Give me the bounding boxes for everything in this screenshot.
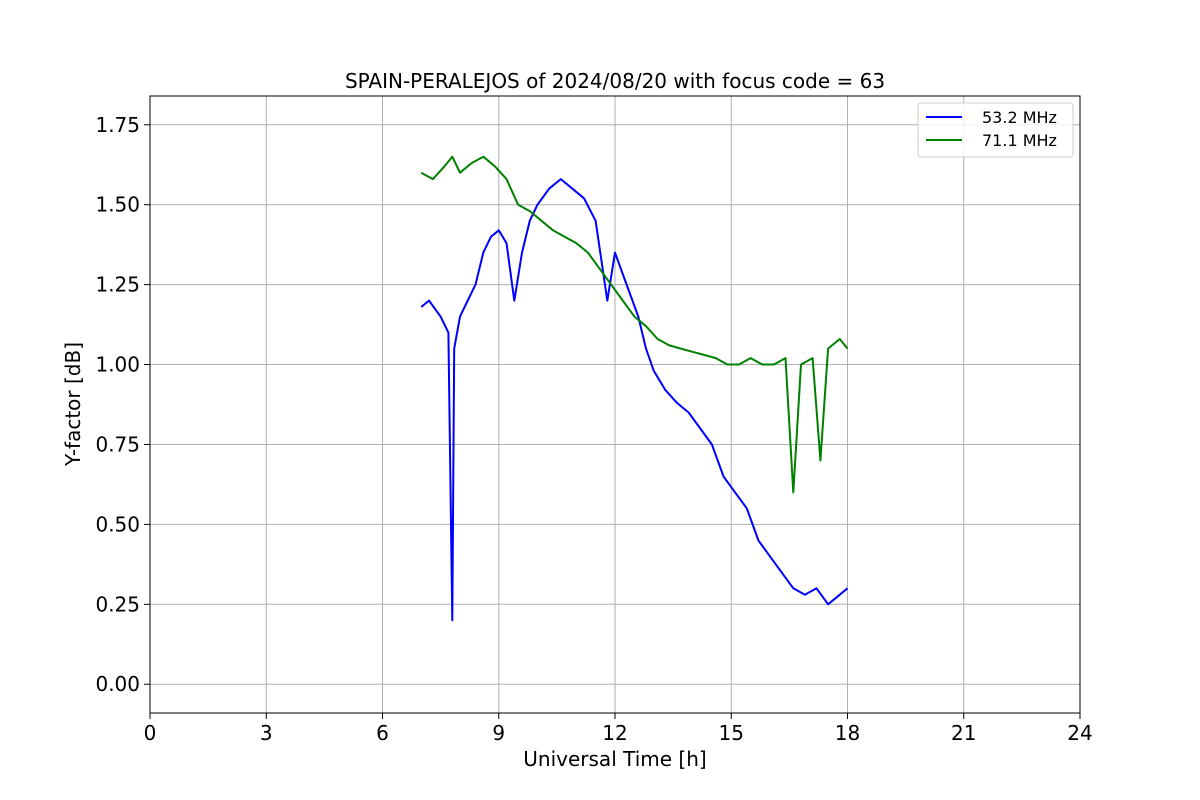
y-tick-label: 0.25 — [95, 592, 140, 616]
y-tick-label: 1.00 — [95, 353, 140, 377]
y-tick-label: 1.25 — [95, 273, 140, 297]
x-tick-label: 21 — [951, 721, 976, 745]
y-tick-label: 1.50 — [95, 193, 140, 217]
x-axis-label: Universal Time [h] — [523, 747, 706, 771]
x-tick-label: 3 — [260, 721, 273, 745]
x-tick-label: 12 — [602, 721, 627, 745]
series-line-53-mhz — [420, 178, 849, 622]
x-tick-label: 6 — [376, 721, 389, 745]
chart-title: SPAIN-PERALEJOS of 2024/08/20 with focus… — [345, 69, 885, 93]
x-tick-label: 15 — [719, 721, 744, 745]
y-tick-label: 0.75 — [95, 432, 140, 456]
y-axis: 0.00 0.25 0.50 0.75 1.00 1.25 1.50 1.75 — [95, 113, 150, 696]
legend-label-71-mhz: 71.1 MHz — [982, 131, 1057, 150]
series-line-71-mhz — [420, 155, 849, 494]
x-tick-label: 24 — [1067, 721, 1092, 745]
y-tick-label: 1.75 — [95, 113, 140, 137]
x-tick-label: 18 — [835, 721, 860, 745]
series-layer — [420, 155, 849, 622]
legend: 53.2 MHz 71.1 MHz — [917, 102, 1074, 158]
x-tick-label: 9 — [492, 721, 505, 745]
x-axis: 0 3 6 9 12 15 18 21 24 — [144, 713, 1093, 745]
y-axis-label: Y-factor [dB] — [61, 342, 85, 467]
legend-label-53-mhz: 53.2 MHz — [982, 108, 1057, 127]
y-tick-label: 0.50 — [95, 512, 140, 536]
x-tick-label: 0 — [144, 721, 157, 745]
y-tick-label: 0.00 — [95, 672, 140, 696]
